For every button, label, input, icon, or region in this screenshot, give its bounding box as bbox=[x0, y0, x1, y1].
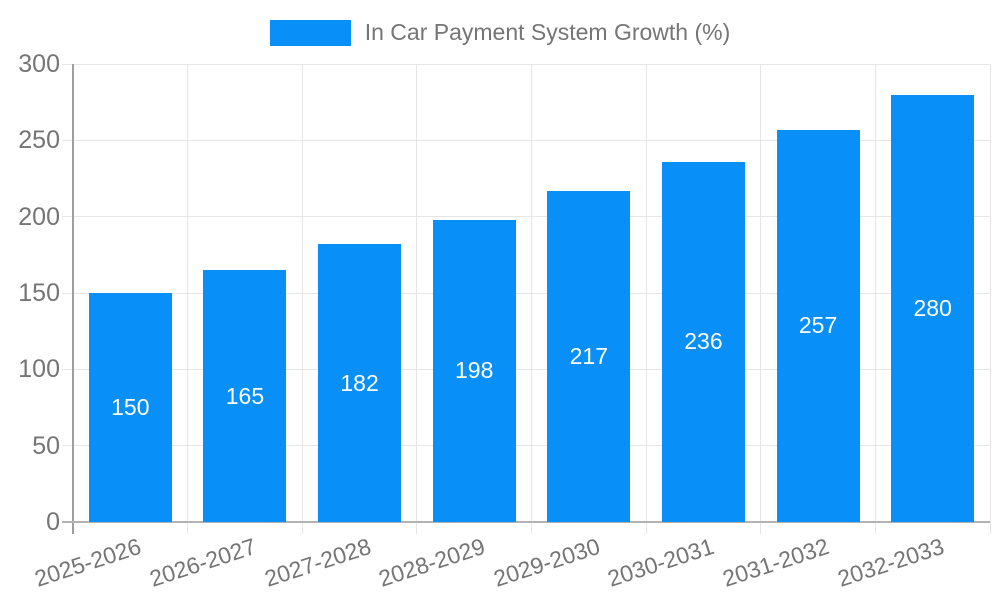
bar[interactable]: 236 bbox=[661, 161, 745, 522]
chart-legend: In Car Payment System Growth (%) bbox=[0, 19, 1000, 46]
y-axis-tick-label: 200 bbox=[18, 202, 60, 231]
x-gridline bbox=[874, 64, 876, 534]
y-gridline bbox=[62, 63, 990, 65]
y-gridline bbox=[62, 139, 990, 141]
x-gridline bbox=[531, 64, 532, 534]
bar-value-label: 280 bbox=[913, 294, 952, 321]
y-axis-tick-label: 250 bbox=[18, 126, 60, 155]
bar[interactable]: 182 bbox=[318, 244, 402, 522]
y-axis-tick-label: 100 bbox=[18, 355, 60, 384]
bar-value-label: 182 bbox=[340, 369, 379, 396]
x-axis-baseline bbox=[62, 521, 990, 523]
y-axis-tick-label: 0 bbox=[46, 508, 60, 536]
bar[interactable]: 217 bbox=[547, 190, 631, 522]
y-axis-tick-label: 300 bbox=[18, 50, 60, 78]
y-gridline bbox=[62, 216, 990, 218]
y-gridline bbox=[62, 445, 990, 447]
y-gridline bbox=[62, 368, 990, 370]
bar[interactable]: 165 bbox=[203, 270, 287, 522]
bar[interactable]: 198 bbox=[432, 219, 516, 522]
bar-value-label: 236 bbox=[684, 328, 723, 355]
bar-value-label: 198 bbox=[455, 357, 494, 384]
y-axis-line bbox=[72, 64, 74, 534]
bar-value-label: 217 bbox=[569, 342, 608, 369]
legend-swatch-icon bbox=[269, 19, 351, 46]
bar-value-label: 150 bbox=[111, 394, 150, 420]
x-gridline bbox=[645, 64, 647, 534]
legend-label: In Car Payment System Growth (%) bbox=[364, 19, 731, 45]
bar[interactable]: 257 bbox=[776, 129, 860, 522]
bar-value-label: 165 bbox=[225, 382, 265, 409]
bar-value-label: 257 bbox=[798, 312, 838, 339]
x-gridline bbox=[301, 64, 303, 534]
bar[interactable]: 280 bbox=[891, 94, 975, 522]
x-gridline bbox=[416, 64, 418, 534]
x-gridline bbox=[760, 64, 762, 534]
x-gridline bbox=[989, 64, 991, 534]
bar[interactable]: 150 bbox=[88, 293, 172, 522]
y-gridline bbox=[62, 292, 990, 294]
x-gridline bbox=[187, 64, 189, 534]
y-axis-tick-label: 50 bbox=[32, 431, 60, 460]
y-axis-tick-label: 150 bbox=[18, 279, 60, 307]
